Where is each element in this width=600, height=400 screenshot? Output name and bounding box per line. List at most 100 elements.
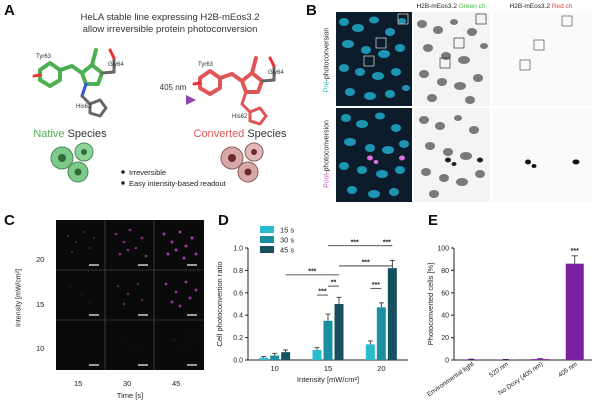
panel-a-title-line1: HeLA stable line expressing H2B-mEos3.2: [80, 12, 260, 23]
d-significance-label: **: [331, 280, 337, 287]
panel-c-grid: [56, 220, 204, 370]
native-cells-illustration: [50, 142, 94, 183]
e-ylabel: Photoconverted cells [%]: [426, 263, 435, 346]
d-bar: [312, 349, 322, 360]
c-tile-10-45: [173, 335, 193, 349]
e-ytick-label: 20: [441, 335, 449, 342]
d-significance-label: ***: [351, 239, 359, 246]
e-xtick-label: 405 nm: [557, 361, 579, 379]
b-row-label-post: Post-photoconversion: [323, 120, 331, 188]
d-bar: [259, 357, 269, 360]
e-bar: [531, 359, 550, 360]
green-post-image: [414, 108, 490, 202]
red-post-converted-nuclei: [525, 159, 580, 168]
panel-b-letter: B: [306, 2, 317, 19]
e-ytick-label: 100: [437, 246, 449, 253]
e-ytick-label: 60: [441, 290, 449, 297]
converted-gly64-label: Gly64: [268, 70, 284, 76]
panel-a-letter: A: [4, 2, 15, 19]
panel-a-title-line2: allow irreversible protein photoconversi…: [82, 24, 258, 35]
d-legend-swatch: [260, 226, 274, 233]
converted-species-label: Converted Species: [194, 128, 287, 140]
merged-pre-nuclei: [339, 16, 410, 100]
panel-e-letter: E: [428, 212, 439, 229]
c-row-label-20: 20: [36, 255, 45, 264]
native-tyr63-label: Tyr63: [36, 54, 52, 60]
c-tile-15-15: [69, 285, 91, 303]
b-row-label-pre: Pre-photoconversion: [323, 27, 331, 93]
d-xlabel: Intensity [mW/cm²]: [297, 375, 359, 384]
e-ytick-label: 80: [441, 268, 449, 275]
e-ytick-label: 40: [441, 313, 449, 320]
d-xtick-label: 10: [270, 364, 278, 373]
d-legend-swatch: [260, 246, 274, 253]
e-significance-label: ***: [571, 248, 579, 255]
c-row-label-15: 15: [36, 300, 45, 309]
converted-cells-illustration: [220, 142, 264, 183]
d-legend-label: 45 s: [280, 246, 294, 255]
panel-b-micrographs: [336, 12, 592, 202]
e-ytick-label: 0: [445, 358, 449, 365]
d-ytick-label: 0.6: [233, 290, 243, 297]
c-col-label-45: 45: [172, 379, 181, 388]
d-significance-label: ***: [383, 239, 391, 246]
bullet-dot-1: [121, 170, 125, 174]
d-bar: [270, 355, 280, 360]
converted-his62-label: His62: [232, 114, 248, 120]
d-ytick-label: 0.2: [233, 335, 243, 342]
c-tile-20-45: [162, 230, 198, 260]
d-ytick-label: 0.0: [233, 358, 243, 365]
c-tile-20-30: [114, 228, 148, 258]
native-gly64-label: Gly64: [108, 62, 124, 68]
bullet-readout: Easy intensity-based readout: [129, 179, 227, 188]
d-significance-label: ***: [318, 289, 326, 296]
converted-chromophore-structure: [192, 56, 276, 126]
panel-a-figure: Tyr63 Gly64 His62 405 nm Tyr63 Gly64 His…: [32, 48, 287, 188]
c-scale-bars: [89, 264, 197, 366]
d-xtick-label: 15: [324, 364, 332, 373]
e-bar: [565, 263, 584, 360]
c-col-label-30: 30: [123, 379, 132, 388]
merged-post-nuclei: [339, 112, 409, 198]
green-post-nuclei: [419, 115, 485, 198]
panel-e-chart: 0 20 40 60 80 100 Photoconverted cells [%] Envi…: [426, 246, 592, 399]
panel-d-chart: 0.0 0.2 0.4 0.6 0.8 1.0 Cell photoconvertion r…: [215, 226, 408, 384]
d-bar: [365, 344, 375, 360]
c-tile-20-15: [67, 231, 95, 253]
merged-post-image: [336, 108, 412, 202]
d-ytick-label: 1.0: [233, 246, 243, 253]
b-header-red: H2B-mEos3.2 Red ch: [509, 3, 573, 10]
b-header-green: H2B-mEos3.2 Green ch: [416, 3, 486, 10]
e-xtick-label: Environmental light: [426, 361, 475, 399]
d-significance-label: ***: [362, 259, 370, 266]
c-tile-10-30: [125, 341, 137, 351]
d-significance-label: ***: [372, 282, 380, 289]
d-bar: [281, 352, 291, 360]
merged-post-converted-nuclei: [367, 155, 405, 164]
d-bar: [376, 307, 386, 360]
c-xlabel: Time [s]: [116, 391, 144, 400]
green-pre-nuclei: [417, 19, 488, 104]
bullet-dot-2: [121, 181, 125, 185]
native-chromophore-structure: [32, 48, 116, 118]
c-row-label-10: 10: [36, 344, 45, 353]
d-legend-label: 30 s: [280, 236, 294, 245]
d-ylabel: Cell photoconvertion ratio: [215, 261, 224, 346]
bullet-irreversible: Irreversible: [129, 168, 166, 177]
d-bar: [387, 268, 397, 360]
red-pre-image: [492, 12, 592, 106]
panel-c-letter: C: [4, 212, 15, 229]
e-bar: [462, 359, 481, 360]
e-xtick-label: 520 nm: [488, 361, 510, 379]
c-tile-15-30: [116, 282, 144, 306]
photoconversion-arrow-icon: [150, 95, 196, 105]
native-species-label: Native Species: [33, 128, 107, 140]
red-post-image: [492, 108, 592, 202]
panel-d-letter: D: [218, 212, 229, 229]
d-bar: [334, 304, 344, 360]
c-tile-15-45: [164, 280, 198, 308]
d-legend-swatch: [260, 236, 274, 243]
arrow-wavelength-label: 405 nm: [160, 83, 187, 92]
d-bar: [323, 320, 333, 360]
c-ylabel: Intensity [mW/cm²]: [15, 269, 23, 327]
